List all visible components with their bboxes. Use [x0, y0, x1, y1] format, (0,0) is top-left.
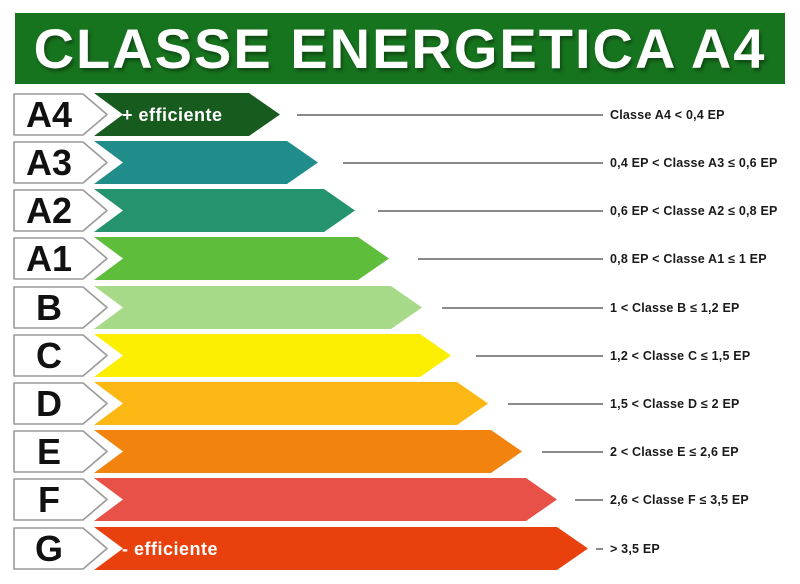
- class-letter-label: G: [34, 527, 63, 569]
- class-arrow-bar: [94, 526, 588, 570]
- class-arrow-bar: [94, 333, 451, 377]
- arrow-shape: [94, 285, 422, 329]
- energy-class-row: A1 0,8 EP < Classe A1 ≤ 1 EP: [0, 237, 800, 281]
- class-arrow-bar: [94, 189, 355, 233]
- leader-line: [508, 403, 603, 405]
- class-letter-label: B: [36, 286, 62, 328]
- energy-class-row: A4 + efficiente Classe A4 < 0,4 EP: [0, 92, 800, 136]
- class-label-pentagon: [13, 92, 108, 136]
- energy-class-row: F 2,6 < Classe F ≤ 3,5 EP: [0, 478, 800, 522]
- arrow-shape: [94, 92, 280, 136]
- ep-range-text: 1 < Classe B ≤ 1,2 EP: [610, 300, 740, 315]
- class-arrow-bar: [94, 382, 488, 425]
- arrow-shape: [94, 141, 318, 184]
- leader-line: [418, 258, 603, 261]
- leader-line: [442, 306, 603, 309]
- energy-class-row: E 2 < Classe E ≤ 2,6 EP: [0, 430, 800, 474]
- class-label-pentagon: [13, 333, 108, 377]
- ep-range-text: Classe A4 < 0,4 EP: [610, 107, 725, 122]
- leader-line: [575, 499, 603, 502]
- class-label-pentagon: [13, 430, 108, 473]
- class-label-pentagon: [13, 382, 108, 425]
- class-letter-label: A4: [25, 93, 73, 135]
- title-banner: CLASSE ENERGETICA A4: [15, 13, 785, 84]
- leader-line: [378, 210, 603, 213]
- efficiency-annotation: - efficiente: [122, 538, 219, 559]
- arrow-shape: [94, 478, 557, 522]
- energy-class-row: B 1 < Classe B ≤ 1,2 EP: [0, 285, 800, 329]
- energy-class-row: A2 0,6 EP < Classe A2 ≤ 0,8 EP: [0, 189, 800, 233]
- energy-class-row: D 1,5 < Classe D ≤ 2 EP: [0, 382, 800, 425]
- page-title: CLASSE ENERGETICA A4: [33, 17, 767, 80]
- class-arrow-bar: [94, 285, 422, 329]
- ep-range-text: 0,4 EP < Classe A3 ≤ 0,6 EP: [610, 156, 778, 170]
- class-label-pentagon: [13, 478, 108, 522]
- ep-range-text: 0,8 EP < Classe A1 ≤ 1 EP: [610, 252, 767, 267]
- class-label-pentagon: [13, 526, 108, 570]
- arrow-shape: [94, 526, 588, 570]
- arrow-shape: [94, 189, 355, 233]
- leader-line: [596, 547, 603, 550]
- ep-range-text: 2,6 < Classe F ≤ 3,5 EP: [610, 493, 749, 508]
- energy-class-row: A3 0,4 EP < Classe A3 ≤ 0,6 EP: [0, 141, 800, 184]
- efficiency-annotation: + efficiente: [122, 104, 223, 125]
- leader-line: [542, 451, 603, 454]
- leader-line: [343, 162, 603, 164]
- ep-range-text: > 3,5 EP: [610, 541, 660, 556]
- leader-line: [476, 354, 603, 357]
- class-letter-label: C: [36, 334, 62, 376]
- leader-line: [297, 113, 603, 116]
- class-arrow-bar: [94, 430, 522, 474]
- energy-class-row: G - efficiente > 3,5 EP: [0, 526, 800, 570]
- class-arrow-bar: [94, 92, 280, 136]
- arrow-shape: [94, 333, 451, 377]
- arrow-shape: [94, 430, 522, 474]
- class-letter-label: D: [36, 383, 62, 424]
- class-arrow-bar: [94, 478, 557, 522]
- class-letter-label: A1: [25, 238, 73, 280]
- energy-class-row: C 1,2 < Classe C ≤ 1,5 EP: [0, 333, 800, 377]
- arrow-shape: [94, 382, 488, 425]
- arrow-shape: [94, 237, 389, 281]
- class-letter-label: E: [36, 431, 61, 473]
- class-label-pentagon: [13, 189, 108, 232]
- class-arrow-bar: [94, 141, 318, 184]
- ep-range-text: 2 < Classe E ≤ 2,6 EP: [610, 445, 739, 460]
- class-label-pentagon: [13, 237, 108, 281]
- ep-range-text: 1,5 < Classe D ≤ 2 EP: [610, 397, 740, 411]
- ep-range-text: 0,6 EP < Classe A2 ≤ 0,8 EP: [610, 204, 778, 219]
- class-letter-label: A3: [25, 142, 73, 183]
- class-letter-label: A2: [25, 190, 73, 232]
- class-arrow-bar: [94, 237, 389, 281]
- class-label-pentagon: [13, 141, 108, 184]
- class-letter-label: F: [38, 479, 60, 521]
- class-label-pentagon: [13, 285, 108, 329]
- ep-range-text: 1,2 < Classe C ≤ 1,5 EP: [610, 348, 751, 363]
